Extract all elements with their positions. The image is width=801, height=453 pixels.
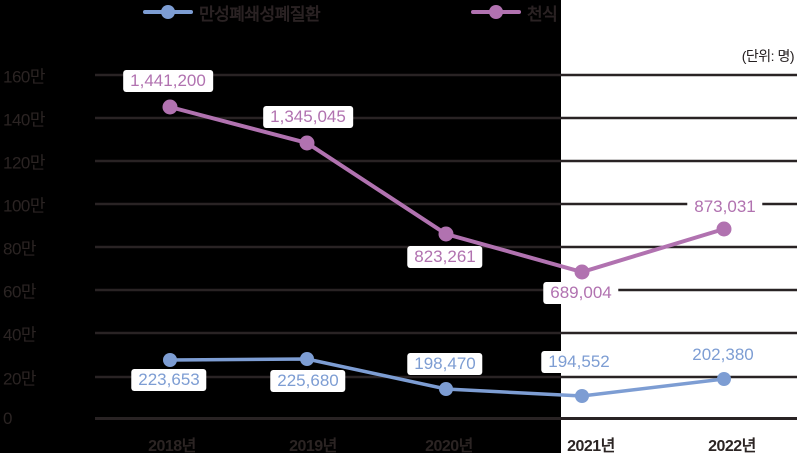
data-point-copd bbox=[439, 382, 453, 396]
data-label-copd: 225,680 bbox=[270, 370, 346, 392]
legend-item-asthma: 천식 bbox=[471, 3, 558, 24]
x-axis-tick-label: 2020년 bbox=[425, 438, 473, 453]
legend-item-copd: 만성폐쇄성폐질환 bbox=[143, 3, 321, 24]
data-label-asthma: 873,031 bbox=[687, 196, 763, 218]
x-axis-tick-label: 2022년 bbox=[708, 438, 756, 453]
data-point-copd bbox=[575, 389, 589, 403]
data-label-asthma: 1,345,045 bbox=[263, 106, 353, 128]
x-axis-tick-label: 2018년 bbox=[148, 438, 196, 453]
x-axis-tick-label: 2019년 bbox=[289, 438, 337, 453]
asthma-line-marker-icon bbox=[471, 3, 521, 21]
data-point-asthma bbox=[299, 135, 315, 151]
data-point-copd bbox=[163, 353, 177, 367]
data-point-copd bbox=[717, 372, 731, 386]
legend-label-asthma: 천식 bbox=[527, 4, 558, 24]
y-axis-tick-label: 20만 bbox=[3, 369, 37, 389]
y-axis-tick-label: 160만 bbox=[3, 67, 46, 87]
data-label-copd: 194,552 bbox=[541, 351, 617, 373]
unit-note: (단위: 명) bbox=[741, 48, 795, 64]
copd-line-marker-icon bbox=[143, 3, 193, 21]
y-axis-tick-label: 100만 bbox=[3, 196, 46, 216]
x-axis-tick-label: 2021년 bbox=[567, 438, 615, 453]
data-label-copd: 223,653 bbox=[131, 369, 207, 391]
data-point-copd bbox=[300, 352, 314, 366]
y-axis-tick-label: 140만 bbox=[3, 110, 46, 130]
data-point-asthma bbox=[574, 264, 590, 280]
y-axis-tick-label: 40만 bbox=[3, 325, 37, 345]
legend-label-copd: 만성폐쇄성폐질환 bbox=[199, 4, 321, 24]
data-label-asthma: 689,004 bbox=[543, 282, 619, 304]
y-axis-tick-label: 0 bbox=[3, 408, 12, 428]
y-axis-tick-label: 60만 bbox=[3, 282, 37, 302]
data-point-asthma bbox=[716, 221, 732, 237]
data-point-asthma bbox=[162, 99, 178, 115]
data-label-copd: 198,470 bbox=[407, 353, 483, 375]
data-label-copd: 202,380 bbox=[685, 344, 761, 366]
y-axis-tick-label: 120만 bbox=[3, 153, 46, 173]
y-axis-tick-label: 80만 bbox=[3, 239, 37, 259]
data-label-asthma: 823,261 bbox=[407, 246, 483, 268]
data-label-asthma: 1,441,200 bbox=[123, 70, 213, 92]
data-point-asthma bbox=[438, 226, 454, 242]
